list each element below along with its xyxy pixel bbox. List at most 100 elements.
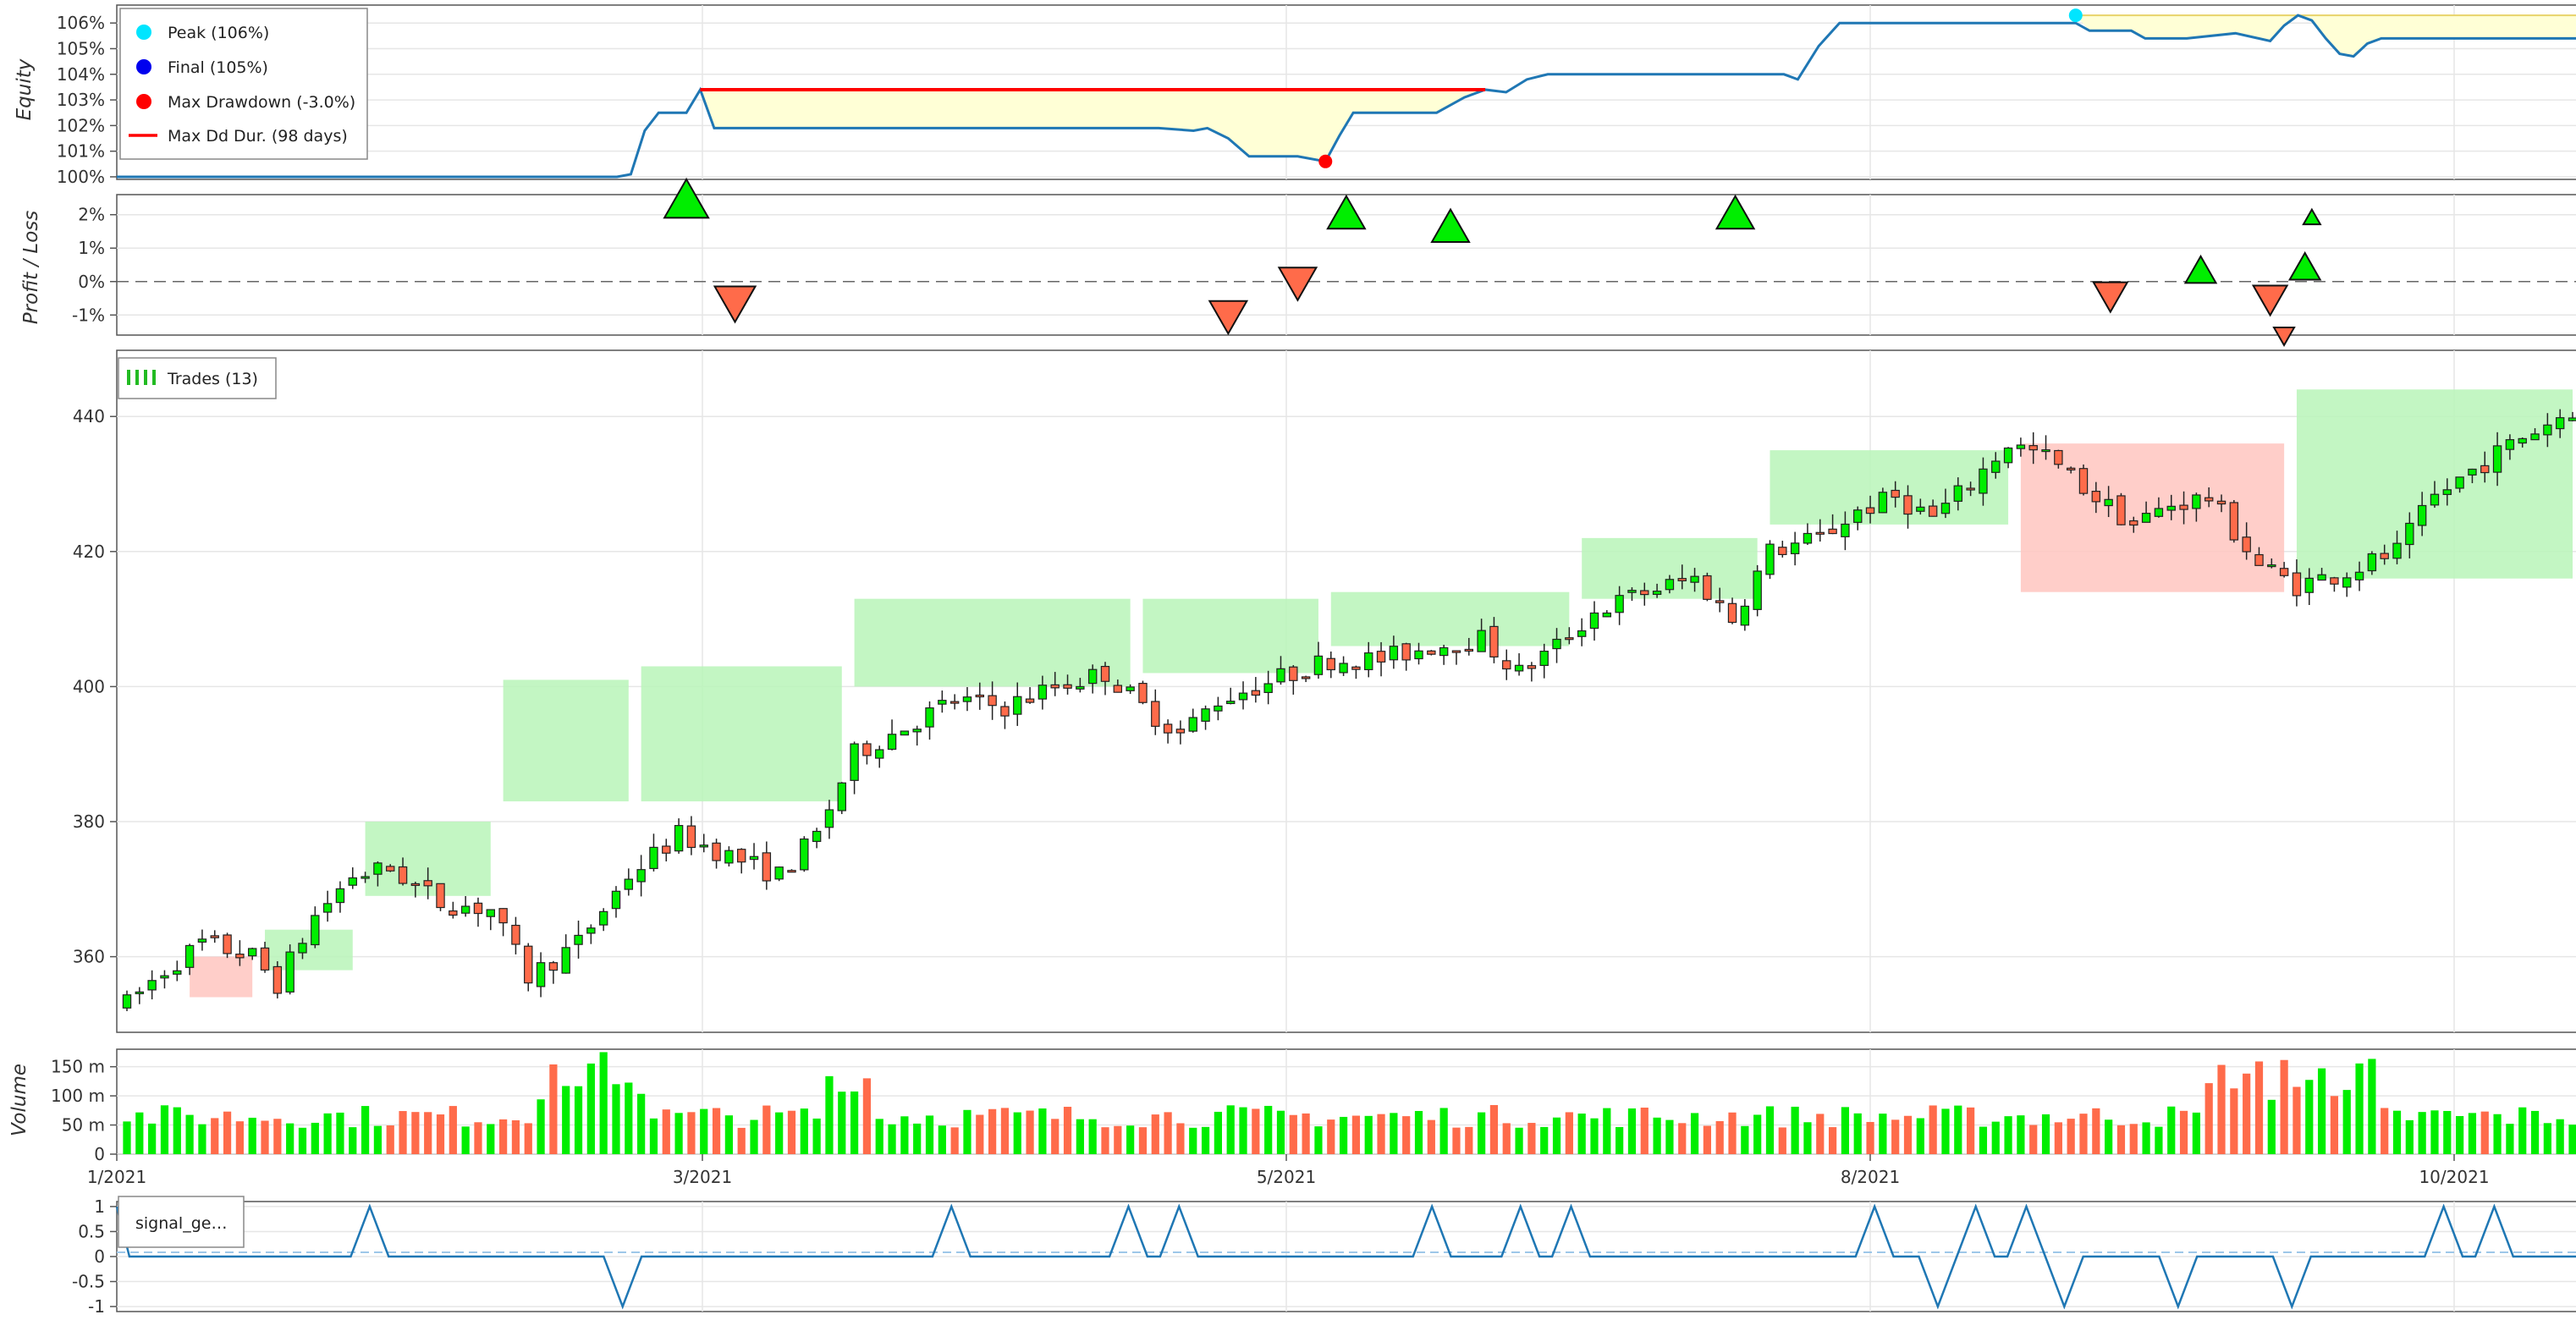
volume-bar — [2556, 1119, 2564, 1154]
volume-bar — [1979, 1126, 1988, 1154]
drawdown-area — [2075, 15, 2576, 57]
candle-up — [361, 876, 370, 879]
candle-up — [1841, 523, 1850, 537]
volume-bar — [1577, 1114, 1586, 1154]
volume-bar — [812, 1118, 821, 1154]
equity-tick-label: 104% — [57, 64, 105, 85]
candle-up — [1979, 468, 1988, 494]
volume-bar — [1402, 1116, 1411, 1154]
candle-up — [2392, 542, 2402, 559]
candle-up — [774, 866, 784, 880]
candle-up — [1514, 664, 1524, 672]
candle-down — [2129, 520, 2138, 526]
candle-up — [1878, 492, 1888, 514]
candle-up — [2555, 417, 2565, 430]
candle-up — [938, 700, 947, 705]
candle-up — [2104, 498, 2113, 507]
candle-up — [247, 948, 257, 957]
candle-down — [1000, 706, 1010, 717]
volume-bar — [1327, 1119, 1335, 1154]
winning-trade-region — [1330, 591, 1570, 646]
candle-up — [1439, 646, 1449, 657]
volume-bar — [273, 1119, 282, 1154]
volume-bar — [474, 1122, 482, 1154]
volume-bar — [1853, 1113, 1862, 1154]
trade-win-marker — [2302, 207, 2322, 226]
volume-bar — [700, 1108, 708, 1154]
signal-tick-label: -0.5 — [72, 1272, 105, 1292]
trades-legend-marker — [127, 370, 156, 385]
candle-up — [184, 944, 195, 968]
candle-down — [1376, 651, 1386, 663]
candle-down — [1138, 683, 1148, 703]
candle-up — [1991, 460, 2001, 473]
volume-bar — [1879, 1114, 1887, 1154]
volume-bar — [1176, 1123, 1185, 1154]
volume-bar — [2243, 1073, 2251, 1154]
candle-up — [1916, 506, 1925, 512]
candle-up — [2417, 504, 2427, 526]
volume-bar — [2430, 1110, 2439, 1154]
candle-up — [2141, 513, 2151, 523]
candle-up — [460, 905, 471, 914]
volume-bar — [436, 1114, 445, 1154]
trade-loss-marker — [2272, 327, 2296, 348]
candle-down — [1565, 637, 1574, 641]
candle-up — [2492, 445, 2502, 473]
candle-down — [2330, 577, 2339, 585]
volume-bar — [1201, 1126, 1210, 1154]
candle-up — [1665, 579, 1675, 591]
volume-bar — [2167, 1106, 2176, 1154]
pl-tick-label: 2% — [78, 205, 105, 225]
candle-down — [524, 945, 533, 984]
volume-bar — [1063, 1107, 1072, 1154]
candle-up — [1225, 701, 1236, 705]
winning-trade-region — [503, 679, 629, 802]
volume-bar — [2480, 1111, 2489, 1154]
volume-tick-label: 150 m — [51, 1057, 105, 1077]
price-tick-label: 380 — [73, 811, 105, 832]
candle-up — [674, 824, 684, 852]
volume-bar — [311, 1122, 319, 1154]
candle-up — [2304, 577, 2314, 593]
volume-bar — [449, 1106, 457, 1154]
candle-up — [1577, 630, 1587, 637]
volume-bar — [625, 1082, 633, 1154]
volume-bar — [135, 1112, 144, 1154]
volume-bar — [1465, 1126, 1473, 1154]
volume-bar — [1026, 1110, 1034, 1154]
candle-down — [736, 849, 746, 863]
volume-bar — [1239, 1107, 1247, 1154]
candle-down — [210, 935, 219, 938]
volume-bar — [1778, 1127, 1786, 1154]
candle-down — [2078, 468, 2089, 494]
candle-down — [1489, 625, 1499, 657]
volume-bar — [2381, 1108, 2389, 1154]
candle-down — [975, 694, 985, 698]
candle-down — [1289, 666, 1298, 681]
price-tick-label: 360 — [73, 947, 105, 967]
signal-line — [115, 1203, 2576, 1310]
volume-bar — [2506, 1124, 2514, 1154]
pl-panel: 2% 1% 0% -1% Profit / Loss — [20, 177, 2576, 348]
trades-legend-label: Trades (13) — [167, 370, 258, 388]
volume-bar — [298, 1127, 307, 1154]
equity-panel: 100% 101% 102% 103% 104% 105% 106% Equity Peak… — [14, 5, 2576, 187]
legend-dddur-label: Max Dd Dur. (98 days) — [168, 127, 348, 146]
x-tick-label: 5/2021 — [1257, 1167, 1316, 1187]
volume-bar — [1678, 1123, 1687, 1154]
volume-bar — [2405, 1119, 2414, 1154]
equity-tick-label: 105% — [57, 39, 105, 59]
candle-down — [686, 825, 696, 849]
volume-bar — [2254, 1061, 2264, 1154]
volume-bar — [2317, 1068, 2326, 1154]
x-tick-label: 1/2021 — [87, 1167, 146, 1187]
volume-bar — [674, 1113, 683, 1154]
volume-bar — [2155, 1126, 2163, 1154]
candle-down — [988, 695, 997, 707]
candle-up — [298, 943, 307, 954]
volume-bar — [198, 1124, 206, 1154]
panel-frame — [116, 194, 2576, 336]
volume-bar — [1841, 1107, 1850, 1154]
volume-bar — [1765, 1106, 1775, 1154]
